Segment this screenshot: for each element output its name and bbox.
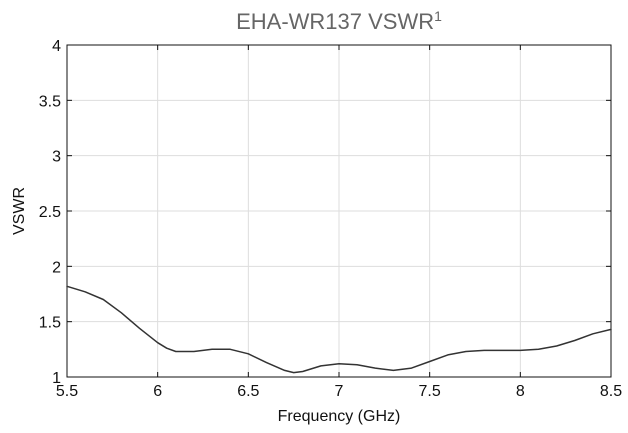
y-tick-label: 2 — [52, 259, 61, 276]
x-tick-label: 8 — [516, 383, 525, 400]
y-tick-label: 2.5 — [39, 204, 61, 221]
x-axis-label: Frequency (GHz) — [278, 408, 401, 425]
y-tick-label: 1 — [52, 370, 61, 387]
x-tick-label: 7.5 — [419, 383, 441, 400]
y-tick-label: 3.5 — [39, 93, 61, 110]
y-tick-label: 3 — [52, 149, 61, 166]
x-tick-label: 6.5 — [237, 383, 259, 400]
y-tick-label: 1.5 — [39, 315, 61, 332]
y-tick-label: 4 — [52, 38, 61, 55]
chart-title-main: EHA-WR137 VSWR — [236, 9, 434, 34]
chart-title: EHA-WR137 VSWR1 — [236, 8, 442, 34]
series-layer — [66, 285, 612, 374]
x-tick-label: 7 — [335, 383, 344, 400]
grid — [66, 44, 612, 378]
chart-title-superscript: 1 — [434, 8, 442, 24]
x-tick-label: 8.5 — [600, 383, 622, 400]
x-tick-label: 5.5 — [56, 383, 78, 400]
y-axis-label: VSWR — [11, 187, 28, 235]
x-tick-label: 6 — [153, 383, 162, 400]
vswr-series-line — [66, 285, 612, 374]
axis-ticks: 5.5 6 6.5 7 7.5 8 8.5 1 1.5 2 2.5 3 3.5 4 — [39, 38, 622, 400]
